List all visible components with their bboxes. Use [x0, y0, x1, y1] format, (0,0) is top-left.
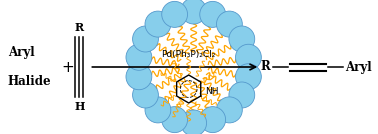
- Text: R: R: [260, 60, 270, 74]
- Circle shape: [145, 11, 171, 37]
- Circle shape: [229, 26, 255, 52]
- Circle shape: [181, 110, 206, 134]
- Text: Aryl: Aryl: [8, 46, 34, 59]
- Circle shape: [217, 11, 242, 37]
- Text: H: H: [74, 101, 85, 112]
- Circle shape: [235, 44, 261, 70]
- Circle shape: [181, 0, 206, 24]
- Circle shape: [200, 1, 226, 27]
- Circle shape: [145, 97, 171, 123]
- Circle shape: [126, 44, 152, 70]
- Text: R: R: [75, 22, 84, 33]
- Circle shape: [162, 107, 187, 133]
- Circle shape: [133, 26, 158, 52]
- Text: NH: NH: [206, 87, 219, 96]
- Text: Aryl: Aryl: [345, 60, 371, 74]
- Circle shape: [162, 1, 187, 27]
- Circle shape: [126, 64, 152, 90]
- Circle shape: [133, 82, 158, 108]
- Circle shape: [217, 97, 242, 123]
- Circle shape: [200, 107, 226, 133]
- Circle shape: [229, 82, 255, 108]
- Text: Halide: Halide: [8, 75, 51, 88]
- Text: Pd(Ph₃P)₂Cl₂: Pd(Ph₃P)₂Cl₂: [161, 50, 216, 59]
- Text: +: +: [61, 59, 74, 75]
- Circle shape: [235, 64, 261, 90]
